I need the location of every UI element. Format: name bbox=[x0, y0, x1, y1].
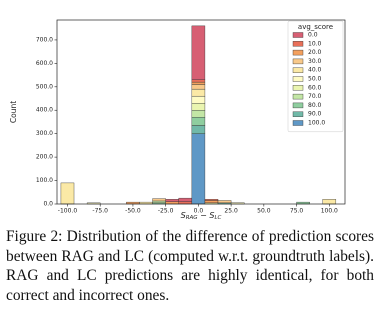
y-tick-label: 500.0 bbox=[36, 83, 53, 90]
bar-segment bbox=[191, 95, 206, 104]
bar-segment bbox=[191, 133, 206, 205]
legend-swatch bbox=[292, 49, 304, 56]
bar-segment bbox=[204, 199, 219, 201]
x-label-part: − S bbox=[198, 211, 215, 220]
bar-segment bbox=[191, 125, 206, 134]
bar-segment bbox=[191, 110, 206, 118]
bar-segment bbox=[191, 84, 206, 90]
bar-segment bbox=[178, 201, 193, 205]
x-tick-label: -50.0 bbox=[125, 208, 141, 215]
bar-segment bbox=[60, 182, 75, 205]
y-tick-label: 100.0 bbox=[36, 177, 53, 184]
legend-label: 40.0 bbox=[308, 67, 322, 74]
x-tick-label: 75.0 bbox=[290, 208, 304, 215]
legend-label: 90.0 bbox=[308, 111, 322, 118]
legend-swatch bbox=[292, 111, 304, 117]
legend-label: 20.0 bbox=[308, 49, 322, 56]
bar-segment bbox=[191, 88, 206, 97]
chart: Count SRAG − SLC -100.0 -75.0 -50.0 -25.0 0.… bbox=[9, 19, 346, 221]
x-tick-label: -25.0 bbox=[158, 208, 174, 215]
legend-swatch bbox=[292, 58, 304, 65]
bar-segment bbox=[191, 25, 206, 80]
bar-segment bbox=[217, 200, 232, 204]
bar-segment bbox=[322, 199, 337, 205]
figure-caption: Figure 2: Distribution of the difference… bbox=[6, 228, 374, 304]
x-axis-label: SRAG − SLC bbox=[181, 211, 222, 221]
bar-segment bbox=[152, 200, 166, 204]
bar-segment bbox=[191, 103, 206, 111]
bar-segment bbox=[191, 117, 206, 126]
legend-label: 70.0 bbox=[308, 93, 322, 100]
bar-segment bbox=[165, 199, 179, 202]
legend-swatch bbox=[292, 76, 304, 82]
legend-swatch bbox=[292, 85, 304, 91]
x-label-sub: RAG bbox=[186, 215, 198, 221]
x-label-sub: LC bbox=[214, 215, 221, 221]
plot-frame bbox=[56, 19, 346, 205]
legend-label: 0.0 bbox=[308, 32, 318, 39]
bar-segment bbox=[204, 200, 219, 204]
legend-swatch bbox=[292, 32, 304, 38]
x-tick-label: 25.0 bbox=[224, 208, 238, 215]
x-label-part: S bbox=[181, 211, 186, 220]
legend-label: 80.0 bbox=[308, 102, 322, 109]
legend-label: 50.0 bbox=[308, 76, 322, 83]
x-tick-label: -75.0 bbox=[92, 208, 108, 215]
x-tick-label: 0.0 bbox=[194, 208, 204, 215]
bar-segment bbox=[191, 79, 206, 83]
legend-title: avg_score bbox=[298, 23, 333, 31]
legend-label: 10.0 bbox=[308, 40, 322, 47]
legend-swatch bbox=[292, 41, 304, 47]
legend-swatch bbox=[292, 102, 304, 109]
y-axis-label: Count bbox=[9, 101, 18, 123]
x-tick-label: 100.0 bbox=[321, 208, 338, 215]
x-tick-label: 50.0 bbox=[257, 208, 271, 215]
legend-label: 100.0 bbox=[308, 120, 325, 127]
legend-swatch bbox=[292, 93, 304, 100]
y-tick-label: 0.0 bbox=[43, 201, 53, 208]
y-tick-label: 300.0 bbox=[36, 130, 53, 137]
x-tick-label: -100.0 bbox=[58, 208, 78, 215]
y-tick-label: 200.0 bbox=[36, 154, 53, 161]
y-tick-label: 700.0 bbox=[36, 36, 53, 43]
legend-swatch bbox=[292, 120, 304, 126]
legend-label: 30.0 bbox=[308, 58, 322, 65]
bar-segment bbox=[165, 201, 179, 205]
bar-segment bbox=[178, 197, 193, 202]
legend-label: 60.0 bbox=[308, 84, 322, 91]
y-tick-label: 600.0 bbox=[36, 60, 53, 67]
legend-swatch bbox=[292, 67, 304, 73]
y-tick-label: 400.0 bbox=[36, 107, 53, 114]
bar-segment bbox=[191, 81, 206, 85]
bar-segment bbox=[152, 198, 166, 202]
